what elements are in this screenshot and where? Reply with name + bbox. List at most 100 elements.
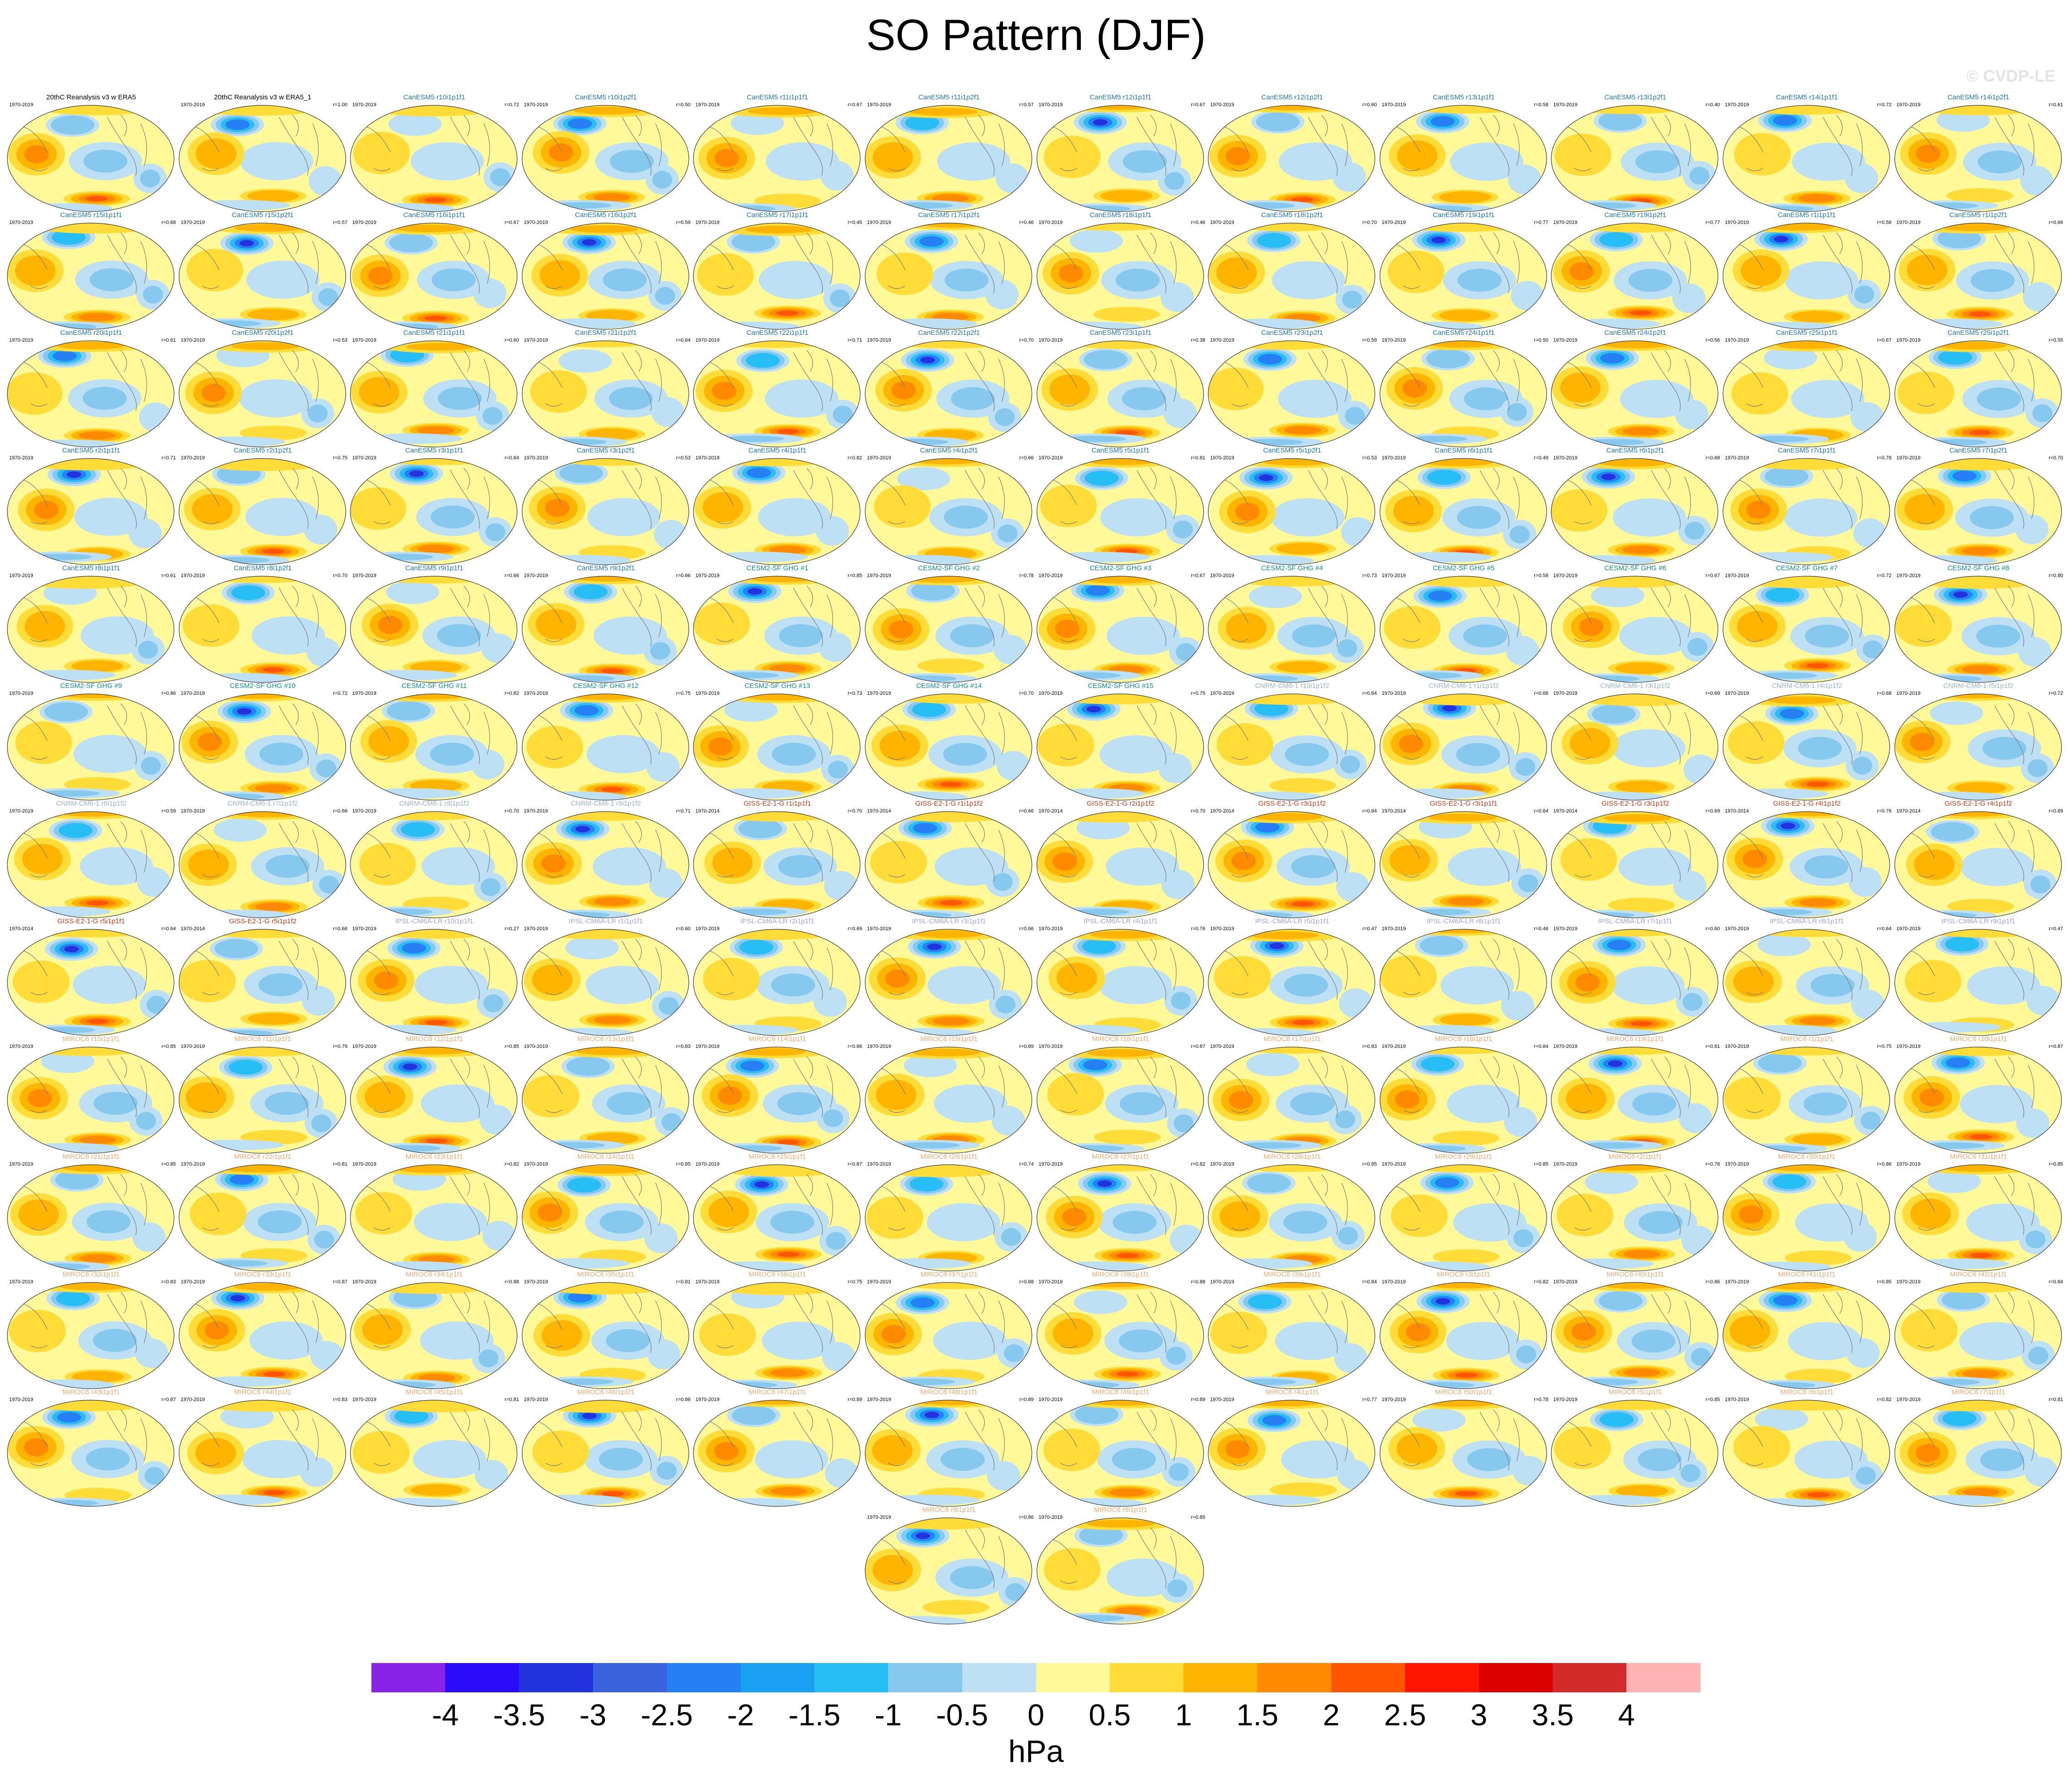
colorbar-cell [1036,1663,1110,1692]
map-svg [1208,576,1375,683]
pattern-contour [1409,694,1522,706]
panel-title: CESM2-SF GHG #7 [1776,564,1838,572]
coastline [998,123,1005,166]
pattern-contour [421,1084,495,1123]
pattern-contour [1085,585,1110,596]
coastline [793,235,823,294]
coastline [202,285,219,289]
map-outline [1723,340,1890,447]
panel-correlation: r=0.76 [1877,808,1892,814]
pattern-contour [1173,1114,1194,1133]
pattern-contour [881,1325,906,1343]
panel-years: 1970-2019 [523,573,548,578]
pattern-contour [1391,552,1492,563]
pattern-contour [2024,1457,2058,1487]
panel-correlation: r=0.86 [161,691,176,696]
coastline [1575,168,1592,171]
pattern-contour [567,1177,601,1193]
panel-correlation: r=0.66 [333,926,348,932]
colorbar-tick-label: 3.5 [1532,1698,1574,1732]
pattern-contour [56,1291,90,1306]
coastline [793,823,823,882]
pattern-contour [911,581,955,601]
panel-years: 1970-2019 [1896,102,1921,108]
pattern-contour [1914,849,1955,880]
map-outline [1894,929,2062,1036]
map-outline [1380,105,1547,212]
coastline [978,821,985,843]
coastline [1231,168,1249,171]
coastline [120,703,127,725]
coastline [545,756,562,760]
coastline [545,874,562,878]
map-panel: MIROC6 r30i1p1f1 1970-2019 r=0.86 [1721,1151,1892,1271]
pattern-contour [1049,374,1090,405]
pattern-contour [378,616,403,634]
panel-years: 1970-2019 [180,102,205,108]
map-svg [350,223,518,330]
pattern-contour [1455,1491,1478,1496]
pattern-contour [1968,311,1991,317]
coastline [717,756,734,760]
pattern-contour [573,584,608,600]
colorbar-tick-label: 1 [1175,1698,1192,1732]
map-panel: MIROC6 r20i1p1f1 1970-2019 r=0.87 [1893,1033,2064,1154]
pattern-contour [1337,639,1358,657]
panel-title: CanESM5 r25i1p1f1 [1776,329,1838,337]
coastline [107,1058,137,1118]
coastline [1170,476,1177,519]
pattern-contour [654,519,687,550]
map-panel: MIROC6 r47i1p1f1 1970-2019 r=0.89 [692,1386,863,1507]
coastline [545,638,562,642]
pattern-contour [1739,1205,1763,1224]
pattern-contour [224,1165,292,1173]
pattern-contour [769,545,807,554]
colorbar-tick-label: -0.5 [936,1698,988,1732]
map-outline [1723,105,1890,212]
coastline [292,703,299,725]
pattern-contour [1909,733,1935,751]
pattern-contour [1163,398,1197,428]
pattern-contour [437,624,481,647]
pattern-contour [1615,662,1668,674]
map-panel: MIROC6 r32i1p1f1 1970-2019 r=0.83 [5,1269,177,1389]
panel-years: 1970-2019 [1725,338,1749,343]
pattern-contour [1854,285,1875,304]
panel-title: MIROC6 r6i1p1f1 [1780,1388,1834,1396]
map-panel: CanESM5 r6i1p1f1 1970-2019 r=0.49 [1378,445,1549,565]
pattern-contour [1560,372,1601,403]
panel-years: 1970-2014 [695,808,720,814]
map-outline [7,340,174,447]
coastline [1918,874,1935,878]
pattern-contour [7,372,63,415]
pattern-contour [143,285,163,304]
pattern-contour [1952,470,1977,481]
pattern-contour [135,1338,169,1369]
pattern-contour [424,316,447,321]
colorbar-cell [1405,1663,1479,1692]
pattern-contour [900,1142,960,1149]
map-outline [178,340,346,447]
coastline [965,470,995,529]
pattern-contour [201,320,261,327]
map-svg [1894,693,2062,801]
pattern-contour [699,1313,756,1356]
pattern-contour [1962,1369,2000,1378]
coastline [1341,829,1348,873]
panel-title: MIROC6 r29i1p1f1 [1435,1153,1493,1161]
coastline [2028,359,2034,402]
colorbar-cell [962,1663,1036,1692]
map-outline [1894,811,2062,918]
map-svg [865,811,1032,918]
map-svg [178,811,346,918]
map-svg [1723,1164,1890,1271]
panel-years: 1970-2019 [180,338,205,343]
pattern-contour [1673,871,1707,901]
pattern-contour [1463,624,1507,648]
pattern-contour [574,705,599,716]
panel-correlation: r=0.75 [1191,691,1205,696]
panel-years: 1970-2019 [1896,573,1921,578]
pattern-contour [1967,966,2040,1005]
map-panel: CanESM5 r22i1p2f1 1970-2019 r=0.70 [863,327,1035,447]
pattern-contour [1510,281,1544,311]
